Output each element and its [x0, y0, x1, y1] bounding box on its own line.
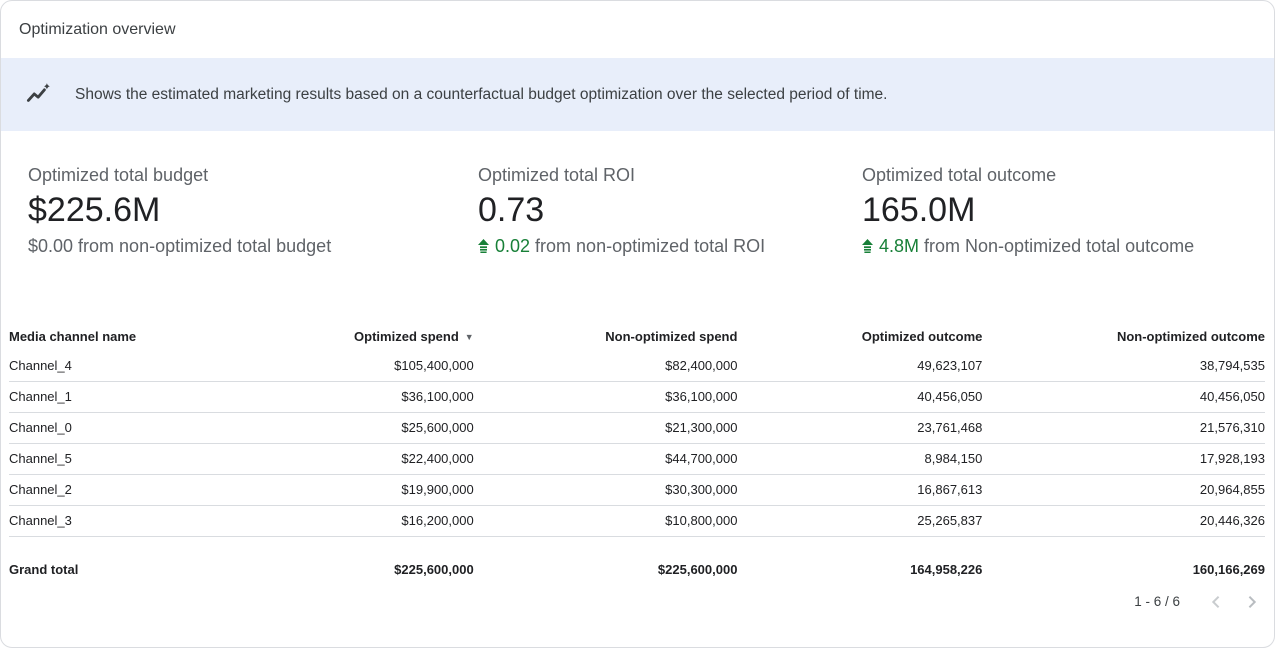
column-header-non-optimized-outcome[interactable]: Non-optimized outcome	[1116, 328, 1265, 344]
grand-total-table: Grand total $225,600,000 $225,600,000 164,9…	[9, 553, 1265, 587]
insights-icon	[26, 82, 52, 108]
table-cell: $25,600,000	[285, 412, 474, 444]
table-cell: $22,400,000	[285, 443, 474, 475]
table-cell: Channel_5	[9, 443, 286, 475]
table-cell: 8,984,150	[737, 443, 983, 475]
table-cell: $36,100,000	[473, 381, 738, 413]
media-channel-table-section: Media channel name Optimized spend ▼ Non-op…	[1, 322, 1274, 587]
chevron-left-icon	[1211, 595, 1220, 608]
grand-total-cell: 160,166,269	[1192, 562, 1265, 577]
delta-value: 0.02	[495, 236, 531, 256]
pagination-label: 1 - 6 / 6	[1134, 594, 1180, 609]
table-cell: 16,867,613	[737, 474, 983, 506]
chevron-right-icon	[1248, 595, 1257, 608]
table-cell: $82,400,000	[473, 350, 738, 382]
grand-total-row: Grand total $225,600,000 $225,600,000 164,9…	[9, 553, 1265, 587]
delta-text: from Non-optimized total outcome	[919, 236, 1195, 256]
table-cell: $30,300,000	[473, 474, 738, 506]
grand-total-cell: $225,600,000	[657, 562, 738, 577]
table-cell: 38,794,535	[982, 350, 1265, 382]
column-header-optimized-spend[interactable]: Optimized spend ▼	[354, 328, 474, 344]
banner-text: Shows the estimated marketing results ba…	[75, 85, 888, 103]
table-header-row: Media channel name Optimized spend ▼ Non-op…	[9, 322, 1265, 350]
kpi-value: $225.6M	[28, 191, 161, 229]
pagination: 1 - 6 / 6	[1, 589, 1274, 615]
table-cell: Channel_3	[9, 505, 286, 537]
table-cell: 40,456,050	[982, 381, 1265, 413]
info-banner: Shows the estimated marketing results ba…	[1, 58, 1274, 131]
column-header-media-channel-name[interactable]: Media channel name	[9, 328, 137, 344]
kpi-optimized-total-budget: Optimized total budget $225.6M $0.00 fro…	[28, 162, 478, 259]
table-row: Channel_3 $16,200,000 $10,800,000 25,265,83…	[9, 505, 1265, 537]
table-cell: $44,700,000	[473, 443, 738, 475]
arrow-up-icon	[478, 239, 489, 253]
table-row: Channel_2 $19,900,000 $30,300,000 16,867,61…	[9, 474, 1265, 506]
previous-page-button[interactable]	[1204, 590, 1228, 614]
kpi-delta: 0.02 from non-optimized total ROI	[478, 233, 862, 259]
table-cell: 25,265,837	[737, 505, 983, 537]
column-header-non-optimized-spend[interactable]: Non-optimized spend	[605, 328, 738, 344]
kpi-value: 165.0M	[862, 191, 976, 229]
media-channel-table: Media channel name Optimized spend ▼ Non-op…	[9, 322, 1265, 537]
table-cell: $21,300,000	[473, 412, 738, 444]
table-cell: Channel_2	[9, 474, 286, 506]
table-cell: 20,964,855	[982, 474, 1265, 506]
table-cell: Channel_1	[9, 381, 286, 413]
table-cell: Channel_4	[9, 350, 286, 382]
table-cell: $10,800,000	[473, 505, 738, 537]
grand-total-cell: Grand total	[9, 562, 79, 577]
column-header-optimized-outcome[interactable]: Optimized outcome	[861, 328, 983, 344]
kpi-row: Optimized total budget $225.6M $0.00 fro…	[1, 131, 1274, 259]
next-page-button[interactable]	[1240, 590, 1264, 614]
card-header: Optimization overview	[1, 1, 1274, 58]
table-cell: Channel_0	[9, 412, 286, 444]
table-cell: 49,623,107	[737, 350, 983, 382]
kpi-label: Optimized total budget	[28, 165, 209, 185]
table-cell: 20,446,326	[982, 505, 1265, 537]
kpi-optimized-total-outcome: Optimized total outcome 165.0M 4.8M from…	[862, 162, 1194, 259]
delta-value: 4.8M	[879, 236, 920, 256]
arrow-up-icon	[862, 239, 873, 253]
kpi-label: Optimized total outcome	[862, 165, 1057, 185]
delta-value: $0.00	[28, 236, 74, 256]
table-cell: 40,456,050	[737, 381, 983, 413]
delta-text: from non-optimized total budget	[73, 236, 332, 256]
table-cell: 21,576,310	[982, 412, 1265, 444]
kpi-value: 0.73	[478, 191, 545, 229]
table-cell: $19,900,000	[285, 474, 474, 506]
table-cell: $105,400,000	[285, 350, 474, 382]
page-title: Optimization overview	[19, 20, 176, 38]
table-cell: $36,100,000	[285, 381, 474, 413]
delta-text: from non-optimized total ROI	[530, 236, 766, 256]
sort-desc-icon: ▼	[464, 331, 474, 342]
kpi-optimized-total-roi: Optimized total ROI 0.73 0.02 from non-o…	[478, 162, 862, 259]
table-row: Channel_5 $22,400,000 $44,700,000 8,984,150…	[9, 443, 1265, 475]
table-row: Channel_0 $25,600,000 $21,300,000 23,761,46…	[9, 412, 1265, 444]
table-cell: 17,928,193	[982, 443, 1265, 475]
kpi-delta: 4.8M from Non-optimized total outcome	[862, 233, 1194, 259]
table-cell: $16,200,000	[285, 505, 474, 537]
table-row: Channel_1 $36,100,000 $36,100,000 40,456,05…	[9, 381, 1265, 413]
table-row: Channel_4 $105,400,000 $82,400,000 49,623,1…	[9, 350, 1265, 382]
kpi-delta: $0.00 from non-optimized total budget	[28, 233, 478, 259]
grand-total-cell: $225,600,000	[394, 562, 474, 577]
kpi-label: Optimized total ROI	[478, 165, 636, 185]
table-cell: 23,761,468	[737, 412, 983, 444]
grand-total-cell: 164,958,226	[910, 562, 983, 577]
